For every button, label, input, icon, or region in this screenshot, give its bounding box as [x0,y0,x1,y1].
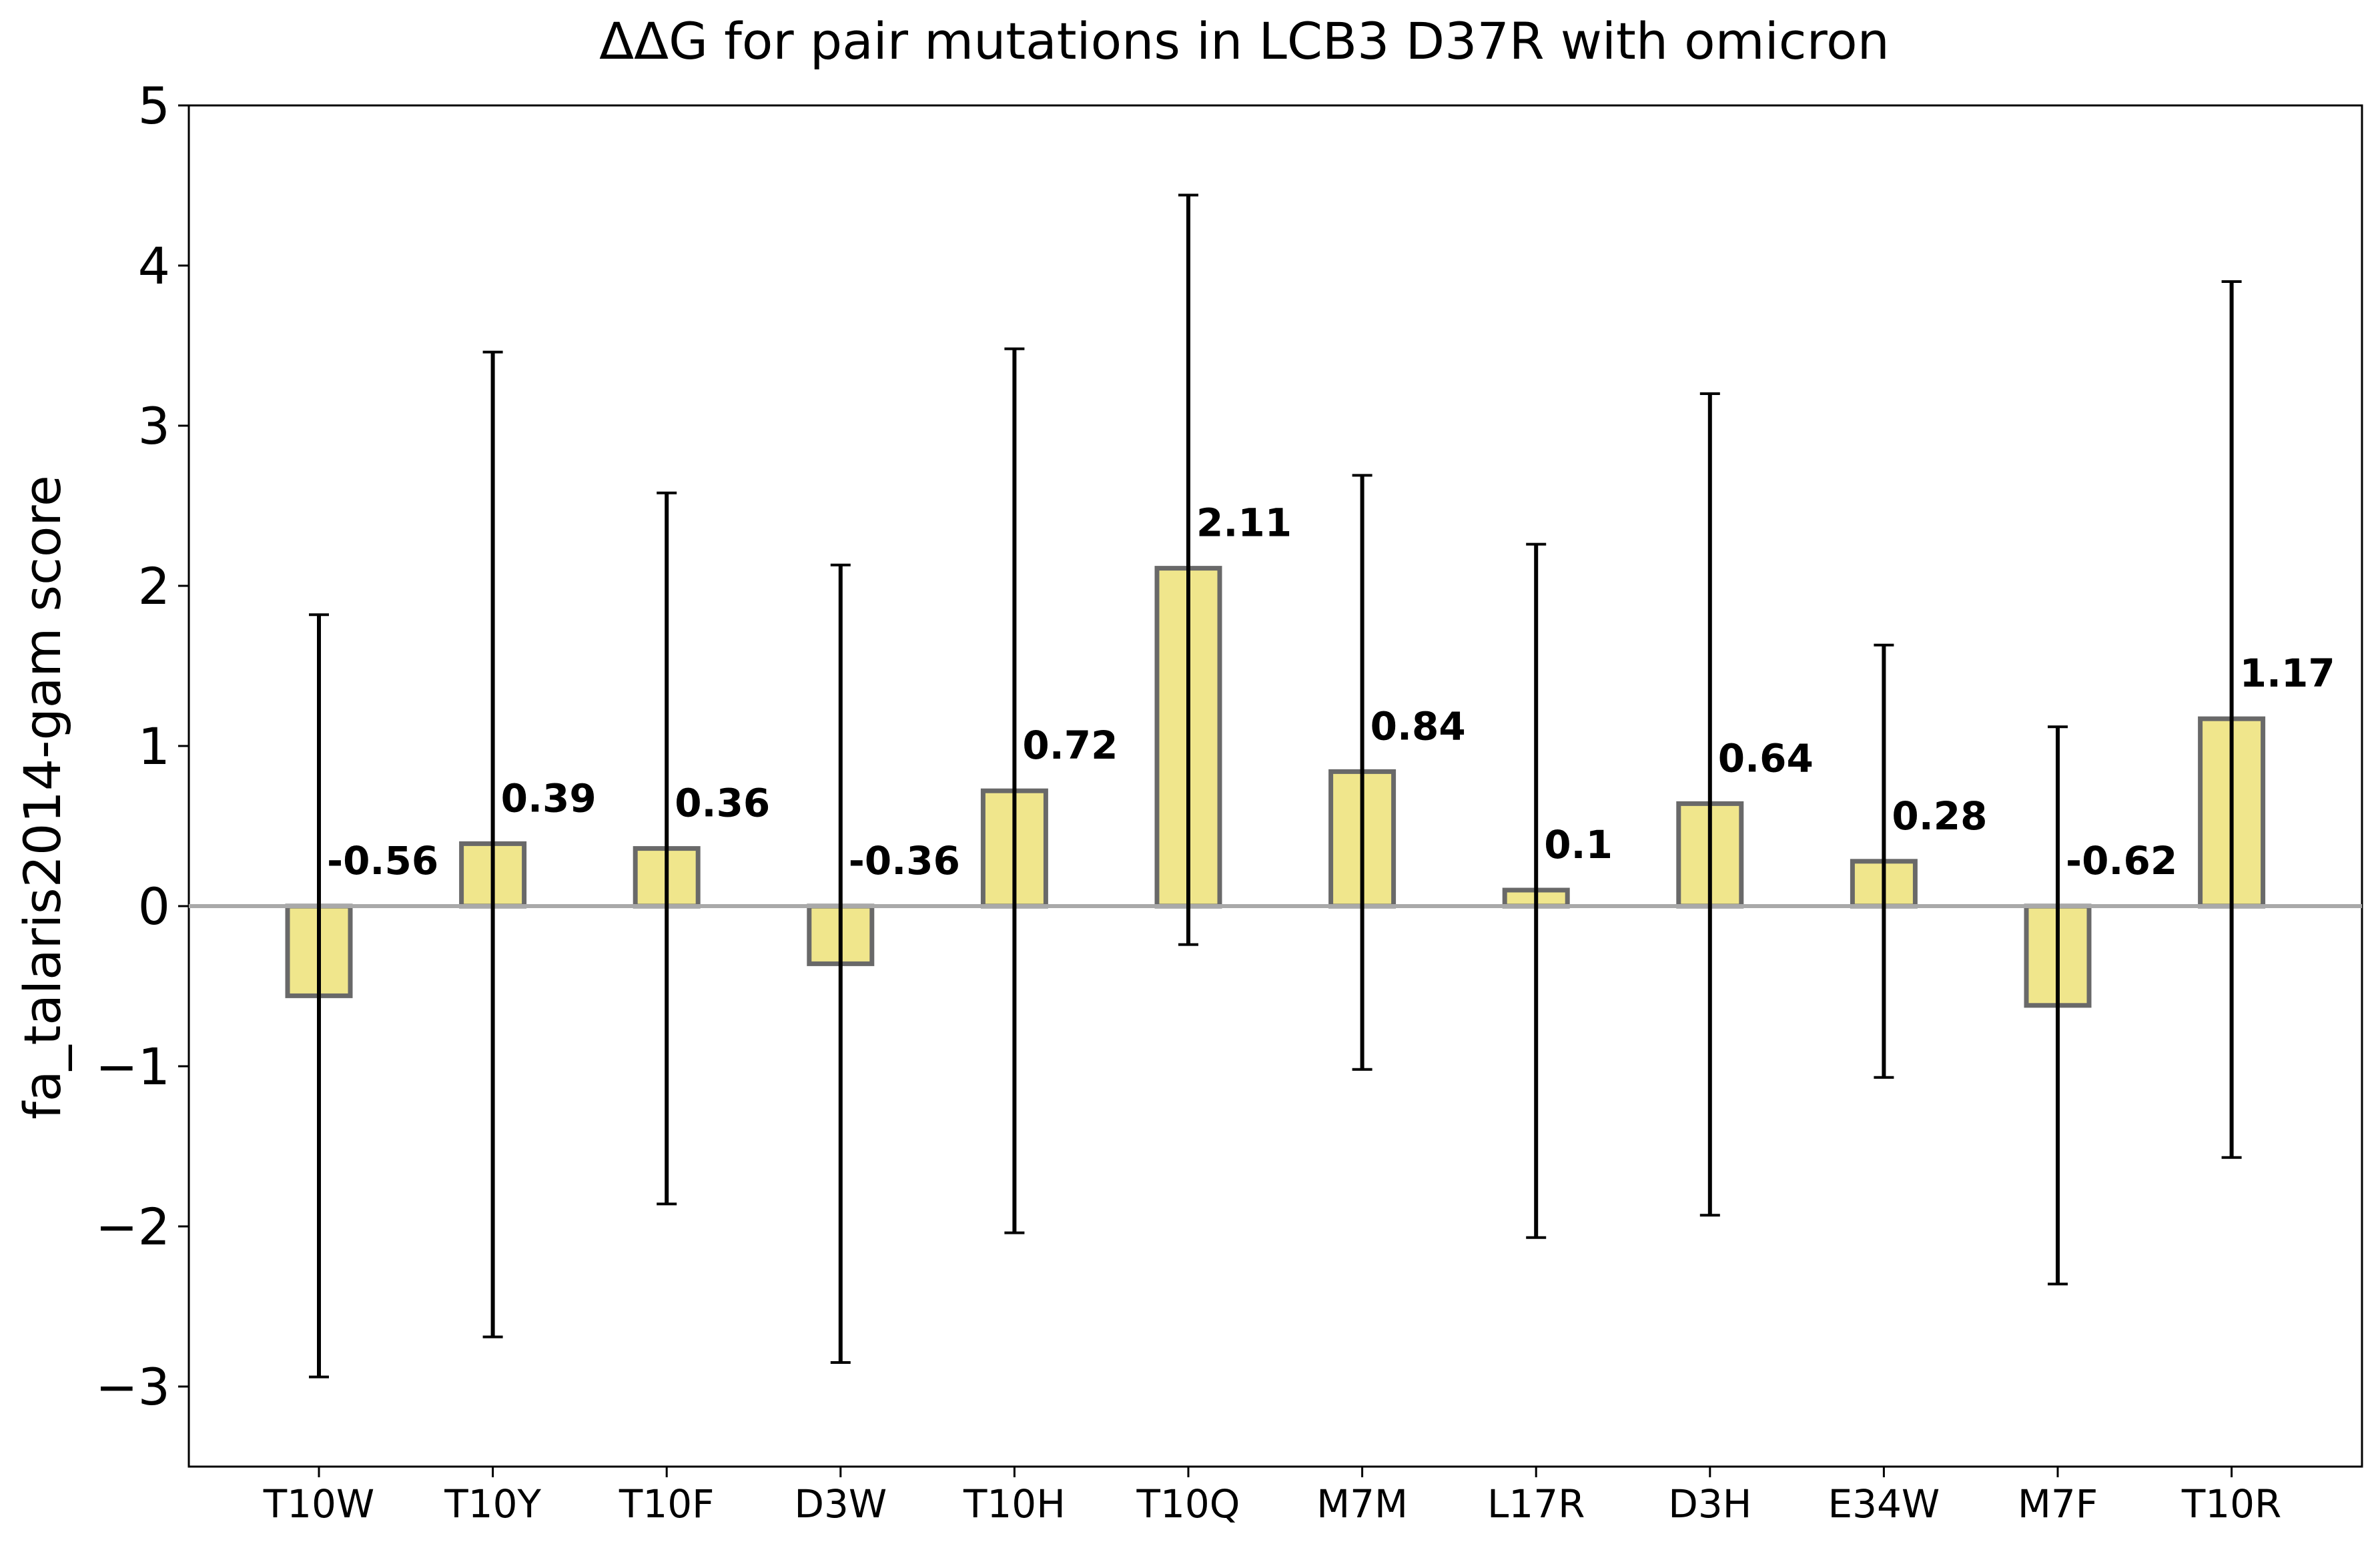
value-label: 2.11 [1196,500,1292,546]
x-tick-label: T10Y [444,1481,541,1527]
y-axis-label: fa_talaris2014-gam score [13,475,72,1119]
value-label: -0.62 [2066,838,2177,883]
value-label: 0.1 [1544,822,1613,867]
value-label: 0.64 [1718,735,1814,781]
value-label: 0.28 [1892,793,1987,839]
y-tick-label: 1 [138,717,170,776]
value-label: 0.72 [1022,723,1118,768]
value-label: -0.36 [849,838,960,883]
x-tick-label: L17R [1487,1481,1585,1527]
x-tick-label: T10Q [1136,1481,1240,1527]
x-tick-label: E34W [1828,1481,1940,1527]
y-tick-label: −2 [95,1197,170,1256]
x-tick-label: M7M [1316,1481,1408,1527]
y-tick-label: 5 [138,76,170,135]
value-label: 0.84 [1370,703,1466,749]
value-label: -0.56 [327,838,438,883]
value-label: 0.36 [675,781,770,826]
x-tick-label: T10R [2181,1481,2282,1527]
chart-title: ΔΔG for pair mutations in LCB3 D37R with… [599,11,1890,71]
x-tick-label: T10H [963,1481,1066,1527]
y-tick-label: −3 [95,1357,170,1417]
x-tick-label: D3H [1668,1481,1751,1527]
y-tick-label: 3 [138,396,170,456]
value-label: 1.17 [2240,651,2335,696]
plot-area: 5 4 3 2 1 0 −1 −2 −3 -0.56 0.39 0.36 -0.36 0.72 2.11 0.… [95,76,2363,1527]
x-tick-label: D3W [794,1481,887,1527]
axes-frame [187,104,2363,1468]
y-tick-label: 4 [138,236,170,296]
x-tick-label: M7F [2018,1481,2098,1527]
y-tick-label: −1 [95,1037,170,1096]
x-tick-label: T10W [263,1481,375,1527]
value-label: 0.39 [501,775,597,821]
y-tick-label: 2 [138,556,170,616]
y-tick-label: 0 [138,877,170,936]
x-tick-label: T10F [619,1481,715,1527]
